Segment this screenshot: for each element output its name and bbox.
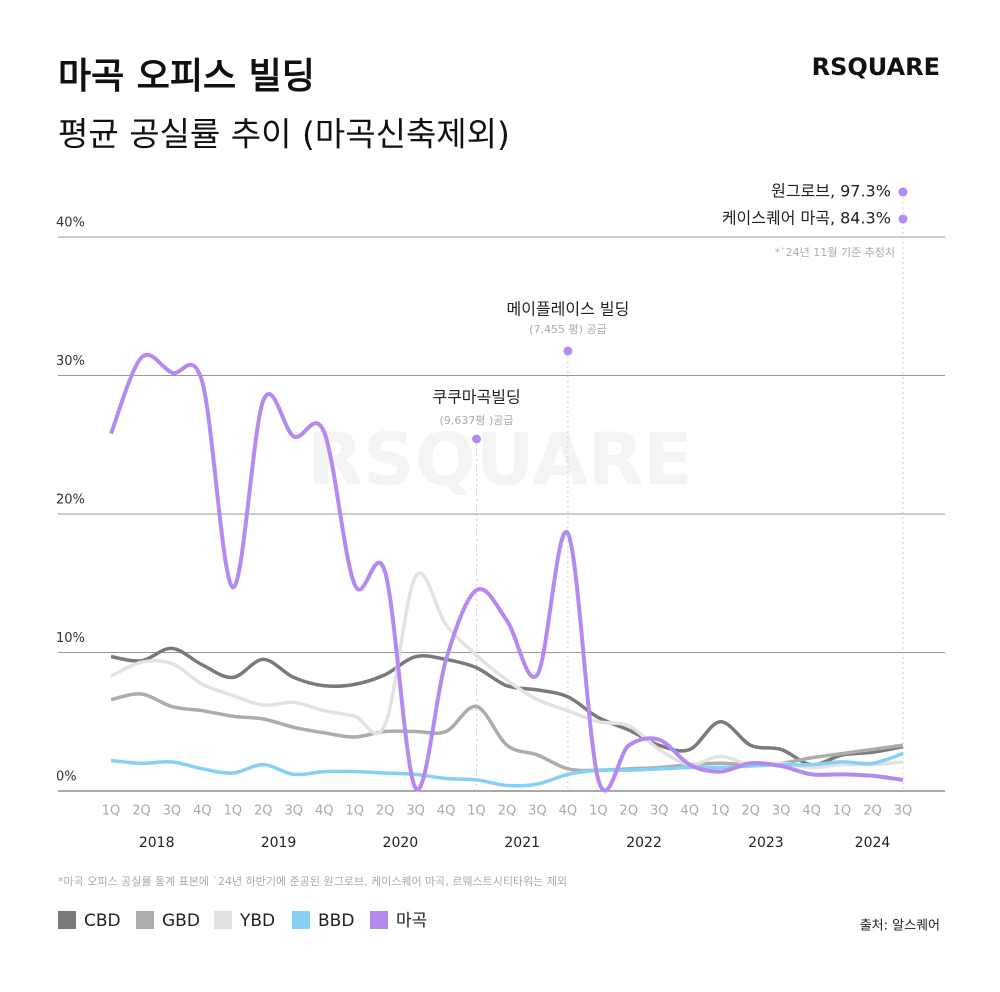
x-tick-label: 3Q xyxy=(894,804,913,819)
y-tick-label: 20% xyxy=(56,493,85,508)
year-label: 2021 xyxy=(504,835,540,851)
legend-swatch xyxy=(370,911,388,929)
watermark: RSQUARE xyxy=(307,418,692,502)
x-tick-label: 4Q xyxy=(437,804,456,819)
year-label: 2020 xyxy=(383,835,419,851)
legend-label: 마곡 xyxy=(396,911,427,931)
year-label: 2018 xyxy=(139,835,175,851)
chart-title: 마곡 오피스 빌딩 xyxy=(58,56,315,97)
x-tick-label: 3Q xyxy=(650,804,669,819)
source: 출처: 알스퀘어 xyxy=(860,919,940,934)
x-tick-label: 4Q xyxy=(193,804,212,819)
year-label: 2019 xyxy=(261,835,297,851)
annotation-dot xyxy=(472,434,482,444)
annotation-sub: (9,637평 )공급 xyxy=(440,414,514,427)
x-tick-label: 1Q xyxy=(833,804,852,819)
year-label: 2023 xyxy=(748,835,784,851)
x-tick-label: 3Q xyxy=(285,804,304,819)
legend-label: GBD xyxy=(162,911,200,931)
annotation-sub: (7,455 평) 공급 xyxy=(529,323,606,336)
x-tick-label: 1Q xyxy=(711,804,730,819)
y-tick-label: 30% xyxy=(56,354,85,369)
year-label: 2022 xyxy=(626,835,662,851)
annotation-title: 케이스퀘어 마곡, 84.3% xyxy=(722,209,891,228)
footnote: *마곡 오피스 공실률 통계 표본에 `24년 하반기에 준공된 원그로브, 케… xyxy=(58,874,567,888)
legend-label: BBD xyxy=(318,911,354,931)
x-tick-label: 3Q xyxy=(772,804,791,819)
x-tick-label: 1Q xyxy=(589,804,608,819)
x-tick-label: 2Q xyxy=(498,804,517,819)
x-tick-label: 4Q xyxy=(802,804,821,819)
x-tick-label: 4Q xyxy=(680,804,699,819)
x-tick-label: 1Q xyxy=(345,804,364,819)
series-line xyxy=(110,571,904,770)
x-tick-label: 3Q xyxy=(406,804,425,819)
y-tick-label: 40% xyxy=(56,216,85,231)
series-line xyxy=(110,692,904,773)
legend-swatch xyxy=(58,911,76,929)
x-tick-label: 4Q xyxy=(559,804,578,819)
annotation-dot xyxy=(563,346,573,356)
x-tick-label: 3Q xyxy=(163,804,182,819)
annotation-dot xyxy=(898,214,908,224)
x-tick-label: 2Q xyxy=(863,804,882,819)
x-tick-label: 1Q xyxy=(102,804,121,819)
chart-subtitle: 평균 공실률 추이 (마곡신축제외) xyxy=(58,115,510,154)
legend-swatch xyxy=(292,911,310,929)
x-tick-label: 1Q xyxy=(224,804,243,819)
series-line xyxy=(110,646,904,767)
x-tick-label: 2Q xyxy=(741,804,760,819)
x-tick-label: 2Q xyxy=(376,804,395,819)
series-line xyxy=(110,751,904,788)
x-tick-label: 2Q xyxy=(254,804,273,819)
legend-label: YBD xyxy=(239,911,275,931)
y-tick-label: 0% xyxy=(56,770,77,785)
x-tick-label: 3Q xyxy=(528,804,547,819)
legend-swatch xyxy=(214,911,232,929)
legend-swatch xyxy=(136,911,154,929)
annotation-dot xyxy=(898,187,908,197)
series-line xyxy=(109,353,904,793)
x-tick-label: 2Q xyxy=(620,804,639,819)
x-tick-label: 2Q xyxy=(132,804,151,819)
x-tick-label: 1Q xyxy=(467,804,486,819)
year-label: 2024 xyxy=(855,835,891,851)
x-tick-label: 4Q xyxy=(315,804,334,819)
estimate-note: *`24년 11월 기준 추정치 xyxy=(775,246,895,259)
annotation-title: 쿠쿠마곡빌딩 xyxy=(432,388,520,407)
y-tick-label: 10% xyxy=(56,631,85,646)
annotation-title: 원그로브, 97.3% xyxy=(771,182,891,201)
legend-label: CBD xyxy=(84,911,121,931)
logo: RSQUARE xyxy=(812,53,940,81)
annotation-title: 메이플레이스 빌딩 xyxy=(506,300,629,319)
